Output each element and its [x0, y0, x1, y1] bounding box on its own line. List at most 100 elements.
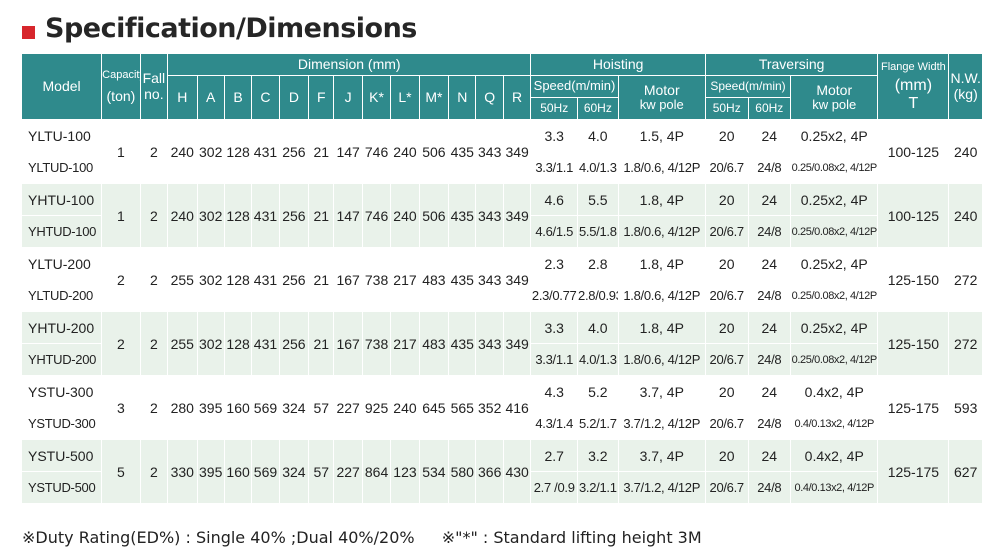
header-fall: Fall no.: [139, 53, 169, 120]
dim-j-cell: 227: [333, 375, 363, 440]
trav-60hz-cell: 24: [747, 311, 792, 344]
header-flange-symbol: T: [908, 94, 919, 112]
dim-b-cell: 128: [223, 247, 253, 312]
dim-h-cell: 255: [167, 247, 198, 312]
dim-r-cell: 416: [502, 375, 532, 440]
header-flange-unit: (mm): [894, 76, 933, 94]
dim-f-cell: 21: [308, 311, 335, 376]
table-row: YLTU-200 2 2 255 302 128 431 256 21 167 738 217 483 4…: [20, 247, 983, 312]
table-row: YHTU-100 1 2 240 302 128 431 256 21 147 746 240 506 4…: [20, 183, 983, 248]
header-dimension: Dimension (mm): [167, 53, 532, 76]
trav-50hz-cell: 20/6.7: [704, 215, 749, 248]
trav-motor-cell: 0.25/0.08x2, 4/12P: [790, 215, 879, 248]
dim-n-cell: 435: [448, 311, 477, 376]
dim-d-cell: 256: [278, 119, 310, 184]
header-capacity: Capacity (ton): [101, 53, 141, 120]
header-nw-label: N.W.: [950, 70, 981, 87]
trav-60hz-cell: 24/8: [747, 215, 792, 248]
header-hoist-speed: Speed(m/min): [530, 75, 619, 98]
fall-cell: 2: [139, 183, 169, 248]
header-dim-d: D: [278, 75, 310, 120]
header-dim-k: K*: [361, 75, 392, 120]
header-hoist-motor-unit: kw pole: [639, 97, 684, 113]
header-flange-label: Flange Width: [880, 60, 946, 73]
dim-d-cell: 256: [278, 311, 310, 376]
hoist-60hz-cell: 2.8/0.93: [577, 279, 619, 312]
trav-60hz-cell: 24: [747, 375, 792, 408]
header-hoist-motor-label: Motor: [643, 81, 680, 98]
capacity-cell: 2: [101, 247, 141, 312]
dim-k-cell: 864: [361, 439, 392, 504]
dim-b-cell: 160: [223, 439, 253, 504]
header-dim-n: N: [448, 75, 477, 120]
table-row: YLTUD-100 3.3/1.1 4.0/1.3 1.8/0.6, 4/12P 20/…: [20, 151, 983, 184]
table-row: YLTU-100 1 2 240 302 128 431 256 21 147 746 240 506 4…: [20, 119, 983, 184]
hoist-50hz-cell: 2.3/0.77: [530, 279, 579, 312]
flange-cell: 100-125: [877, 119, 950, 184]
dim-j-cell: 147: [333, 183, 363, 248]
table-row: YHTU-200 2 2 255 302 128 431 256 21 167 738 217 483 4…: [20, 311, 983, 376]
capacity-cell: 5: [101, 439, 141, 504]
hoist-50hz-cell: 3.3: [530, 119, 579, 152]
dim-d-cell: 324: [278, 375, 310, 440]
dim-n-cell: 435: [448, 183, 477, 248]
footnote-duty: ※Duty Rating(ED%) : Single 40% ;Dual 40%…: [22, 528, 415, 547]
dim-l-cell: 123: [390, 439, 420, 504]
dim-r-cell: 349: [502, 311, 532, 376]
spec-table: Model Capacity (ton) Fall no. Dimension …: [20, 53, 983, 504]
header-dim-f: F: [308, 75, 335, 120]
dim-h-cell: 240: [167, 183, 198, 248]
dim-l-cell: 217: [390, 247, 420, 312]
dim-d-cell: 324: [278, 439, 310, 504]
trav-motor-cell: 0.4x2, 4P: [790, 375, 879, 408]
dim-f-cell: 57: [308, 375, 335, 440]
dim-a-cell: 395: [196, 439, 225, 504]
fall-cell: 2: [139, 311, 169, 376]
table-row: YSTU-500 5 2 330 395 160 569 324 57 227 864 123 534 5…: [20, 439, 983, 504]
model-cell: YLTUD-100: [20, 151, 103, 184]
dim-c-cell: 431: [251, 311, 280, 376]
trav-motor-cell: 0.25/0.08x2, 4/12P: [790, 151, 879, 184]
nw-cell: 627: [948, 439, 983, 504]
trav-motor-cell: 0.25x2, 4P: [790, 247, 879, 280]
dim-q-cell: 343: [475, 247, 504, 312]
header-trav-speed: Speed(m/min): [704, 75, 792, 98]
dim-b-cell: 128: [223, 119, 253, 184]
dim-r-cell: 430: [502, 439, 532, 504]
dim-h-cell: 280: [167, 375, 198, 440]
capacity-cell: 2: [101, 311, 141, 376]
header-model: Model: [20, 53, 103, 120]
dim-m-cell: 506: [418, 183, 450, 248]
dim-f-cell: 21: [308, 183, 335, 248]
dim-r-cell: 349: [502, 247, 532, 312]
capacity-cell: 1: [101, 183, 141, 248]
nw-cell: 593: [948, 375, 983, 440]
dim-n-cell: 435: [448, 119, 477, 184]
dim-l-cell: 217: [390, 311, 420, 376]
trav-60hz-cell: 24/8: [747, 407, 792, 440]
table-row: YHTUD-100 4.6/1.5 5.5/1.8 1.8/0.6, 4/12P 20/…: [20, 215, 983, 248]
dim-j-cell: 147: [333, 119, 363, 184]
dim-l-cell: 240: [390, 183, 420, 248]
hoist-motor-cell: 1.8/0.6, 4/12P: [617, 343, 706, 376]
dim-q-cell: 352: [475, 375, 504, 440]
trav-50hz-cell: 20/6.7: [704, 151, 749, 184]
model-cell: YLTU-200: [20, 247, 103, 280]
hoist-motor-cell: 1.8/0.6, 4/12P: [617, 279, 706, 312]
hoist-motor-cell: 1.8/0.6, 4/12P: [617, 215, 706, 248]
hoist-60hz-cell: 4.0/1.3: [577, 343, 619, 376]
dim-a-cell: 302: [196, 183, 225, 248]
trav-50hz-cell: 20: [704, 311, 749, 344]
dim-j-cell: 227: [333, 439, 363, 504]
header-dim-j: J: [333, 75, 363, 120]
nw-cell: 272: [948, 247, 983, 312]
hoist-50hz-cell: 4.3/1.4: [530, 407, 579, 440]
trav-60hz-cell: 24: [747, 119, 792, 152]
dim-c-cell: 569: [251, 375, 280, 440]
dim-n-cell: 565: [448, 375, 477, 440]
header-trav-50hz: 50Hz: [704, 97, 749, 120]
dim-h-cell: 255: [167, 311, 198, 376]
dim-r-cell: 349: [502, 183, 532, 248]
dim-a-cell: 302: [196, 311, 225, 376]
dim-q-cell: 343: [475, 119, 504, 184]
